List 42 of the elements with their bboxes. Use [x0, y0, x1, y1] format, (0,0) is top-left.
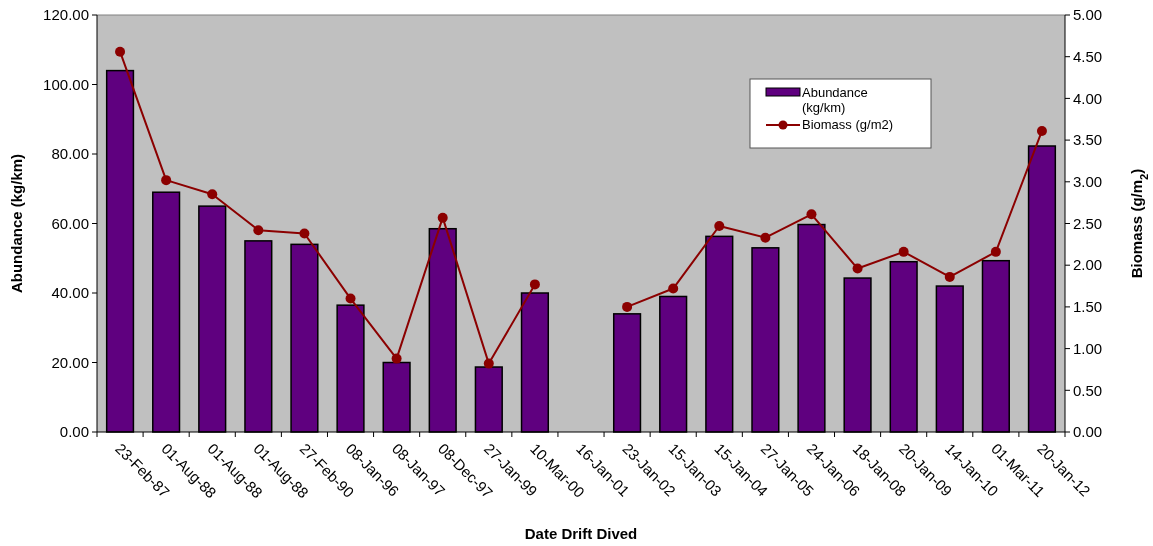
point [668, 283, 679, 294]
legend-label: Biomass (g/m2) [802, 117, 894, 132]
y2-tick-label: 0.00 [1073, 423, 1103, 441]
y2-tick-label: 2.00 [1073, 256, 1103, 274]
point [391, 353, 402, 364]
point [207, 189, 218, 200]
x-axis-title: Date Drift Dived [524, 525, 638, 542]
point [483, 358, 494, 369]
y2-tick-label: 5.00 [1073, 6, 1103, 24]
y-axis-title: Abundance (kg/km) [8, 153, 25, 294]
y2-tick-label: 1.00 [1073, 339, 1103, 357]
y-tick-label: 40.00 [51, 284, 89, 302]
y2-tick-label: 0.50 [1073, 381, 1103, 399]
y-tick-label: 60.00 [51, 214, 89, 232]
point [529, 279, 540, 290]
y-tick-label: 120.00 [43, 6, 89, 24]
y-tick-label: 100.00 [43, 75, 89, 93]
legend-label: Abundance (kg/km) [802, 85, 868, 115]
y-tick-label: 80.00 [51, 145, 89, 163]
point [990, 246, 1001, 257]
y2-tick-label: 3.50 [1073, 131, 1103, 149]
point [714, 221, 725, 231]
y2-tick-label: 2.50 [1073, 214, 1103, 232]
y2-tick-label: 1.50 [1073, 298, 1103, 316]
point [760, 232, 771, 243]
point [115, 46, 126, 57]
point [299, 228, 310, 239]
y-tick-label: 0.00 [59, 423, 89, 441]
y-tick-label: 20.00 [51, 353, 89, 371]
y2-tick-label: 4.50 [1073, 47, 1103, 65]
point [437, 212, 448, 223]
point [253, 225, 264, 236]
point [161, 175, 172, 186]
point [852, 263, 863, 274]
point [345, 293, 356, 304]
y2-tick-label: 3.00 [1073, 173, 1103, 191]
point [898, 246, 909, 257]
point [1036, 125, 1047, 136]
y2-tick-label: 4.00 [1073, 89, 1103, 107]
point [622, 301, 633, 312]
point [944, 271, 955, 282]
point [806, 209, 817, 220]
